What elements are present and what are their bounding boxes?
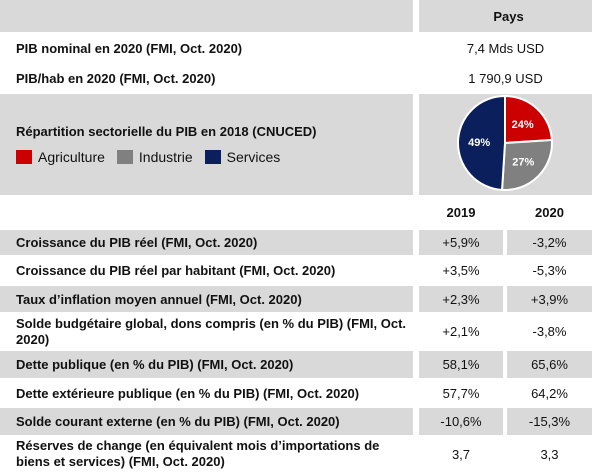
- header-row: Pays: [0, 0, 592, 34]
- indicator-row: Dette publique (en % du PIB) (FMI, Oct. …: [0, 350, 592, 380]
- indicator-row: Croissance du PIB réel (FMI, Oct. 2020) …: [0, 229, 592, 257]
- value-2020: 64,2%: [507, 379, 592, 408]
- slice-label-industrie: 27%: [512, 156, 534, 168]
- indicator-label: Croissance du PIB réel (FMI, Oct. 2020): [0, 229, 413, 257]
- year-header-2020: 2020: [507, 196, 592, 230]
- sector-title: Répartition sectorielle du PIB en 2018 (…: [16, 124, 317, 139]
- indicator-row: Taux d’inflation moyen annuel (FMI, Oct.…: [0, 285, 592, 314]
- value-2019: +2,3%: [419, 285, 503, 314]
- legend-label-services: Services: [226, 149, 281, 165]
- value-2020: -3,8%: [507, 313, 592, 351]
- value-2020: -15,3%: [507, 407, 592, 437]
- slice-agriculture: [504, 94, 553, 145]
- legend-swatch-industrie: [116, 150, 133, 164]
- value-2019: -10,6%: [419, 407, 503, 437]
- header-empty-cell: [0, 0, 413, 34]
- slice-industrie: [500, 138, 553, 191]
- indicator-label: Solde budgétaire global, dons compris (e…: [0, 313, 413, 351]
- row-label: PIB/hab en 2020 (FMI, Oct. 2020): [0, 64, 413, 94]
- country-header: Pays: [419, 0, 592, 34]
- indicator-row: Solde budgétaire global, dons compris (e…: [0, 313, 592, 351]
- legend-label-industrie: Industrie: [138, 149, 193, 165]
- indicator-label: Réserves de change (en équivalent mois d…: [0, 436, 413, 473]
- indicator-label: Solde courant externe (en % du PIB) (FMI…: [0, 407, 413, 437]
- pie-legend: Agriculture Industrie Services: [16, 149, 413, 165]
- value-2020: +3,9%: [507, 285, 592, 314]
- value-2020: 65,6%: [507, 350, 592, 380]
- gdp-per-capita-row: PIB/hab en 2020 (FMI, Oct. 2020) 1 790,9…: [0, 64, 592, 94]
- indicator-row: Dette extérieure publique (en % du PIB) …: [0, 379, 592, 408]
- gdp-nominal-row: PIB nominal en 2020 (FMI, Oct. 2020) 7,4…: [0, 33, 592, 65]
- slice-label-services: 49%: [468, 137, 490, 149]
- indicator-row: Croissance du PIB réel par habitant (FMI…: [0, 256, 592, 286]
- sector-breakdown-row: Répartition sectorielle du PIB en 2018 (…: [0, 93, 592, 197]
- indicator-label: Croissance du PIB réel par habitant (FMI…: [0, 256, 413, 286]
- value-2019: +2,1%: [419, 313, 503, 351]
- value-2019: 58,1%: [419, 350, 503, 380]
- value-2020: -5,3%: [507, 256, 592, 286]
- indicator-label: Dette publique (en % du PIB) (FMI, Oct. …: [0, 350, 413, 380]
- legend-swatch-agriculture: [16, 150, 32, 164]
- value-2019: 57,7%: [419, 379, 503, 408]
- value-2019: 3,7: [419, 436, 503, 473]
- sector-cell: Répartition sectorielle du PIB en 2018 (…: [0, 93, 413, 197]
- value-2019: +3,5%: [419, 256, 503, 286]
- pie-cell: 24% 27% 49%: [419, 93, 592, 197]
- value-2019: +5,9%: [419, 229, 503, 257]
- indicator-row: Réserves de change (en équivalent mois d…: [0, 436, 592, 473]
- value-2020: 3,3: [507, 436, 592, 473]
- indicator-label: Taux d’inflation moyen annuel (FMI, Oct.…: [0, 285, 413, 314]
- legend-swatch-services: [204, 150, 221, 164]
- sector-pie-chart: 24% 27% 49%: [457, 94, 553, 191]
- row-value: 7,4 Mds USD: [419, 33, 592, 65]
- slice-services: [457, 94, 506, 191]
- slice-label-agriculture: 24%: [512, 119, 534, 131]
- legend-label-agriculture: Agriculture: [38, 149, 105, 165]
- indicator-row: Solde courant externe (en % du PIB) (FMI…: [0, 407, 592, 437]
- year-header-2019: 2019: [419, 196, 503, 230]
- years-header-row: 2019 2020: [0, 196, 592, 230]
- indicator-label: Dette extérieure publique (en % du PIB) …: [0, 379, 413, 408]
- row-value: 1 790,9 USD: [419, 64, 592, 94]
- value-2020: -3,2%: [507, 229, 592, 257]
- row-label: PIB nominal en 2020 (FMI, Oct. 2020): [0, 33, 413, 65]
